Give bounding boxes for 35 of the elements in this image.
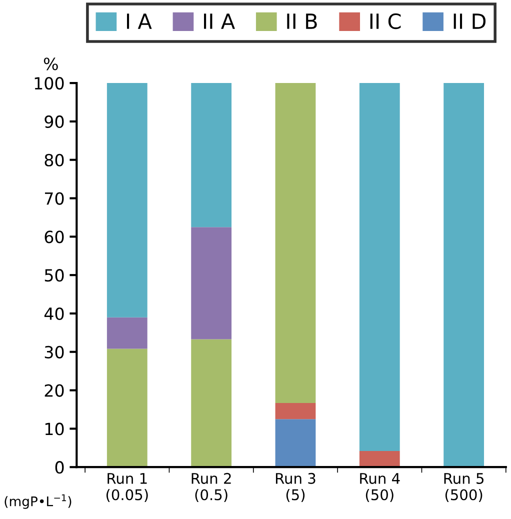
x-axis-title: (mgP•L$^{−1}$): [4, 494, 72, 509]
x-tick-label: Run 1 (0.05): [106, 473, 148, 502]
y-tick-label: 30: [44, 346, 64, 358]
bar: [275, 83, 316, 403]
bar: [191, 83, 232, 228]
y-tick-label: 10: [45, 422, 64, 436]
legend-label: II D: [454, 14, 486, 29]
bar: [275, 419, 316, 468]
x-tick-label: Run 3 (5): [276, 472, 316, 502]
y-tick-label: 50: [44, 269, 64, 282]
y-tick-label: 100: [34, 77, 64, 90]
y-tick-label: 90: [44, 115, 64, 128]
x-tick-label: Run 4 (50): [360, 473, 400, 502]
bar: [106, 83, 148, 318]
legend-label: II A: [204, 14, 235, 29]
bar: [359, 83, 400, 451]
legend-label: II C: [370, 13, 401, 30]
y-axis-title: %: [44, 58, 58, 70]
bar: [191, 339, 232, 468]
y-tick-label: 80: [44, 154, 64, 166]
bar: [106, 317, 148, 349]
y-tick-label: 20: [44, 384, 64, 397]
x-tick-label: Run 2 (0.5): [192, 472, 231, 502]
legend-label: II B: [287, 14, 317, 29]
bar: [275, 402, 316, 420]
bar: [359, 450, 400, 468]
bar: [191, 227, 232, 340]
y-tick-label: 60: [44, 230, 64, 244]
y-tick-label: 0: [55, 461, 64, 474]
legend-label: I A: [126, 14, 152, 29]
bar: [106, 348, 148, 468]
x-tick-label: Run 5 (500): [444, 473, 484, 502]
y-tick-label: 40: [44, 307, 64, 320]
bar: [444, 83, 484, 468]
y-tick-label: 70: [45, 192, 64, 205]
